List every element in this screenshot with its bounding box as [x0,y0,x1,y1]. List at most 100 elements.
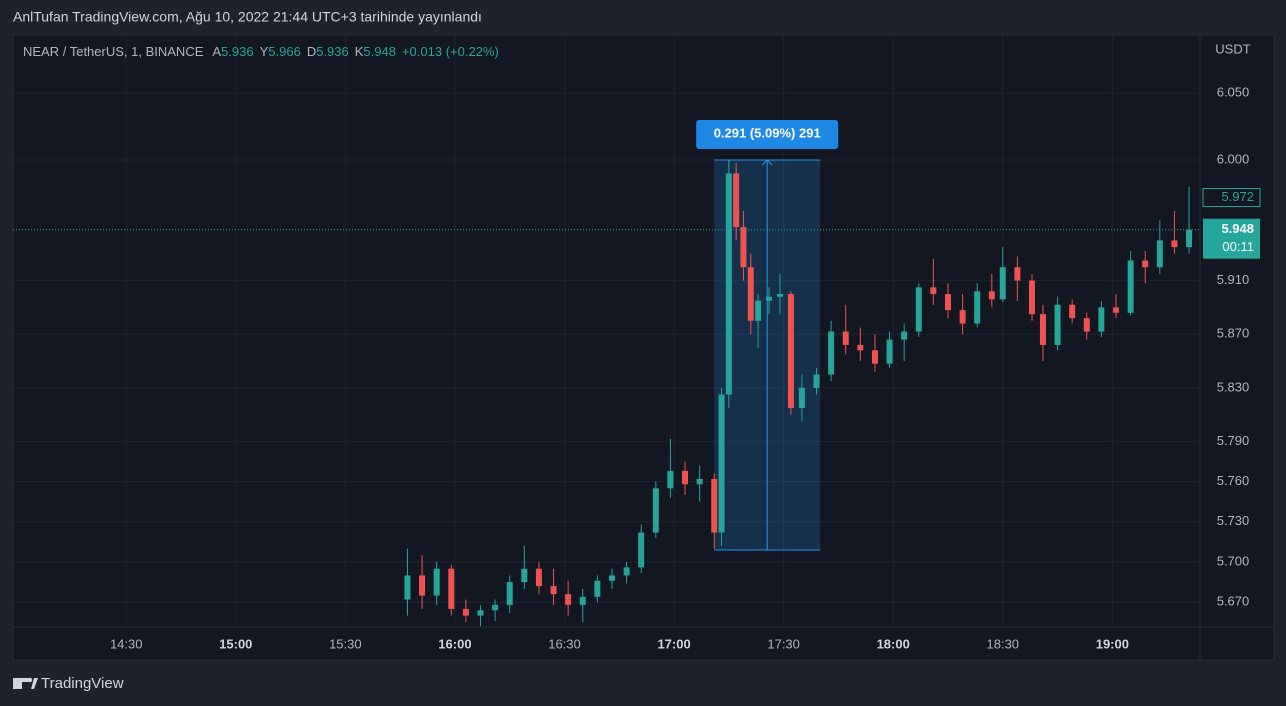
legend-key: D [307,44,316,59]
legend-key: A [212,44,221,59]
candle-body [1186,229,1193,248]
candle-body [755,300,762,321]
y-tick-label: 5.700 [1217,553,1250,568]
candle-body [1156,240,1163,268]
candle-body [988,291,995,300]
candle-body [521,568,528,583]
candle-body [419,575,426,596]
candle-body [1014,267,1021,281]
last-price-box [1203,218,1260,259]
candle-body [915,287,922,332]
x-tick-label: 16:30 [548,636,581,651]
candle-body [766,296,773,301]
legend-value: 5.936 [221,44,254,59]
marker-price-label: 5.972 [1221,189,1254,204]
legend: NEAR / TetherUS, 1, BINANCE A5.936 Y5.966 D… [23,44,499,59]
y-tick-label: 5.910 [1217,272,1250,287]
candle-body [594,580,601,597]
x-tick-label: 17:30 [767,636,800,651]
tv-logo [13,677,38,689]
legend-key: Y [260,44,269,59]
candle-body [857,344,864,351]
x-tick-label: 18:30 [987,636,1020,651]
candle-body [974,291,981,324]
measure-label-box [696,120,839,149]
y-tick-label: 5.670 [1217,594,1250,609]
y-tick-label: 5.870 [1217,326,1250,341]
y-tick-label: 6.000 [1217,151,1250,166]
legend-value: 5.948 [363,44,396,59]
last-price-label: 5.948 [1221,221,1254,236]
measure-arrowhead [761,159,773,166]
candle-body [842,331,849,345]
legend-value: 5.936 [316,44,349,59]
measure-label: 0.291 (5.09%) 291 [714,125,821,140]
candle-body [506,582,513,605]
countdown: 00:11 [1222,239,1254,254]
candle-body [1098,307,1105,332]
x-tick-label: 14:30 [110,636,143,651]
candle-body [550,586,557,595]
candle-body [667,470,674,489]
candle-body [813,374,820,388]
currency: USDT [1215,41,1250,56]
y-tick-label: 5.830 [1217,379,1250,394]
candle-body [999,267,1006,300]
chart-title: AnlTufan TradingView.com, Ağu 10, 2022 2… [13,9,482,25]
candle-body [696,478,703,485]
candle-body [477,610,484,616]
candle-body [1083,318,1090,332]
candle-body [930,287,937,295]
candle-body [776,294,783,297]
y-tick-label: 5.730 [1217,513,1250,528]
legend-key: K [355,44,364,59]
candle-body [1171,240,1178,248]
candle-body [535,568,542,587]
candle-body [1127,260,1134,313]
candle-body [901,331,908,340]
symbol: NEAR / TetherUS, 1, BINANCE [23,44,204,59]
candle-body [944,294,951,311]
y-tick-label: 5.760 [1217,473,1250,488]
y-tick-label: 5.790 [1217,433,1250,448]
candle-body [1112,307,1119,313]
candle-body [579,596,586,605]
candle-body [462,608,469,616]
candle-body [871,350,878,364]
candle-body [1054,304,1061,345]
legend-change: +0.013 (+0.22%) [402,44,499,59]
candle-body [652,488,659,533]
candle-body [733,173,740,228]
candle-body [448,568,455,609]
candle-body [828,331,835,375]
candle-body [711,478,718,533]
x-tick-label: 18:00 [877,636,910,651]
candle-body [565,594,572,605]
candle-body [1028,280,1035,315]
candle-body [798,387,805,408]
legend-value: 5.966 [268,44,301,59]
candle-body [623,567,630,576]
candle-body [747,267,754,321]
candle-body [492,604,499,611]
x-tick-label: 19:00 [1096,636,1129,651]
candle-body [404,575,411,600]
brand: TradingView [41,675,124,692]
candle-body [1039,314,1046,345]
candle-body [638,532,645,568]
candle-body [725,173,732,395]
x-tick-label: 16:00 [438,636,471,651]
candle-body [682,470,689,485]
candle-body [1069,304,1076,319]
marker-price-box [1202,188,1261,208]
candle-body [886,339,893,364]
candle-body [718,394,725,533]
candle-body [433,568,440,596]
candle-body [740,227,747,268]
x-tick-label: 17:00 [657,636,690,651]
candle-body [959,310,966,324]
candle-body [608,575,615,581]
x-tick-label: 15:30 [329,636,362,651]
plot [13,35,1200,627]
